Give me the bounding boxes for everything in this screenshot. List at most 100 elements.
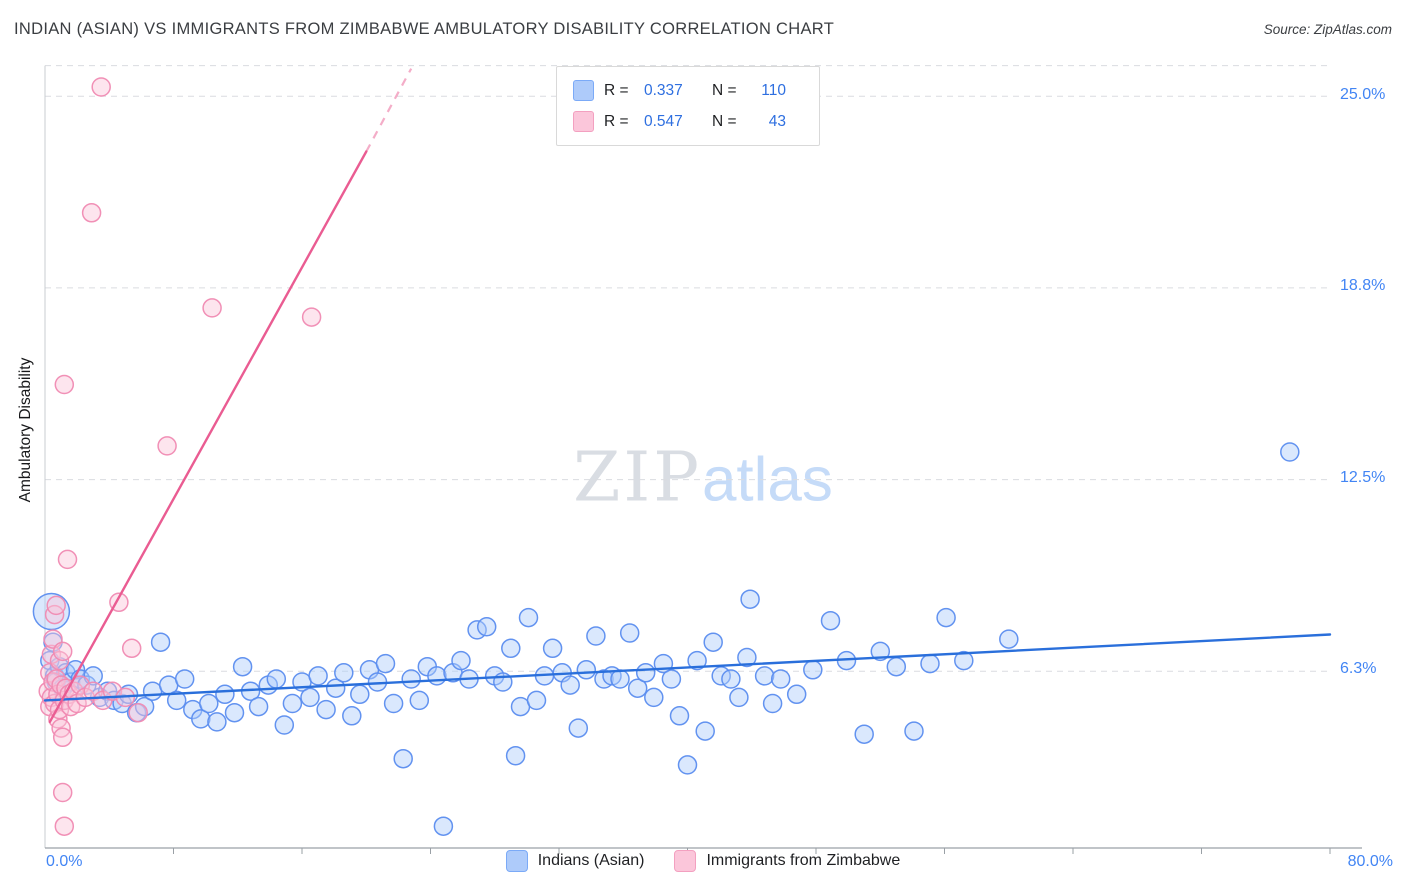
r-label: R = — [604, 112, 629, 130]
legend-item-label: Immigrants from Zimbabwe — [706, 852, 901, 869]
indians-asian-point — [215, 684, 235, 705]
r-value: 0.337 — [644, 81, 683, 99]
blue-series-swatch — [573, 80, 594, 101]
indians-asian-point — [661, 669, 682, 689]
legend-item-indians: Indians (Asian) — [505, 850, 645, 872]
indians-asian-point — [669, 706, 690, 726]
indians-asian-point — [803, 660, 823, 680]
indians-asian-point — [770, 669, 791, 689]
indians-asian-point — [248, 696, 269, 717]
indians-asian-point — [762, 693, 783, 714]
immigrants-zimbabwe-point — [54, 374, 75, 395]
immigrants-zimbabwe-point — [46, 595, 66, 616]
indians-asian-point — [610, 669, 630, 689]
y-tick-18-8: 18.8% — [1340, 277, 1386, 294]
indians-asian-point — [350, 684, 370, 705]
correlation-legend: R = 0.337 N = 110 R = 0.547 N = 43 — [556, 66, 820, 146]
y-tick-6-3: 6.3% — [1340, 660, 1377, 677]
indians-asian-point — [342, 706, 362, 726]
immigrants-zimbabwe-point — [91, 77, 111, 97]
indians-asian-point — [854, 724, 874, 744]
indians-asian-point — [375, 653, 396, 674]
indians-asian-point — [476, 617, 497, 637]
chart-title: INDIAN (ASIAN) VS IMMIGRANTS FROM ZIMBAB… — [14, 20, 835, 38]
indians-asian-point — [1280, 442, 1300, 462]
indians-asian-point — [954, 650, 974, 671]
immigrants-zimbabwe-point — [301, 307, 322, 327]
indians-asian-point — [677, 755, 698, 775]
indians-asian-point — [274, 715, 295, 735]
indians-asian-point — [282, 693, 303, 714]
immigrants-zimbabwe-trend-extension — [365, 68, 413, 153]
immigrants-zimbabwe-point — [121, 638, 142, 659]
indians-asian-point — [619, 623, 640, 643]
indians-asian-point — [786, 684, 807, 705]
indians-asian-point — [191, 709, 211, 729]
indians-asian-point — [936, 607, 956, 628]
indians-asian-point — [635, 663, 656, 683]
watermark-zip: ZIP — [573, 438, 702, 518]
indians-asian-point — [721, 669, 741, 689]
indians-asian-point — [409, 690, 430, 711]
pink-series-swatch — [674, 850, 697, 872]
indians-asian-point — [266, 669, 287, 689]
immigrants-zimbabwe-point — [128, 702, 148, 723]
immigrants-zimbabwe-point — [57, 549, 78, 570]
source-attribution: Source: ZipAtlas.com — [1263, 22, 1392, 37]
x-axis-min-label: 0.0% — [46, 853, 83, 870]
indians-asian-point — [568, 718, 589, 738]
indians-asian-point — [886, 656, 907, 677]
immigrants-zimbabwe-point — [157, 436, 177, 456]
indians-asian-point — [820, 610, 841, 631]
indians-asian-point — [501, 638, 521, 659]
indians-asian-point — [505, 745, 526, 766]
indians-asian-point — [754, 666, 775, 686]
legend-item-label: Indians (Asian) — [537, 852, 645, 869]
indians-asian-point — [334, 663, 354, 683]
indians-asian-point — [174, 669, 195, 689]
r-label: R = — [604, 81, 629, 99]
immigrants-zimbabwe-point — [202, 298, 222, 318]
indians-asian-point — [695, 721, 715, 741]
indians-asian-point — [142, 681, 163, 701]
indians-asian-point — [729, 687, 749, 708]
y-axis-label: Ambulatory Disability — [17, 357, 34, 503]
indians-asian-point — [224, 702, 245, 723]
immigrants-zimbabwe-point — [81, 203, 102, 223]
n-value: 43 — [768, 112, 786, 130]
n-value: 110 — [761, 81, 786, 99]
indians-asian-point — [737, 647, 757, 668]
indians-asian-point — [904, 721, 924, 741]
series-legend: Indians (Asian) Immigrants from Zimbabwe — [0, 850, 1406, 872]
indians-asian-point — [451, 650, 471, 671]
indians-asian-point — [393, 748, 413, 769]
indians-asian-point — [518, 607, 539, 628]
watermark: ZIPatlas — [573, 439, 833, 518]
indians-asian-point — [427, 666, 447, 686]
immigrants-zimbabwe-point — [52, 727, 73, 748]
indians-asian-point — [118, 684, 139, 705]
immigrants-zimbabwe-trend-line — [48, 150, 368, 724]
indians-asian-point — [740, 589, 760, 609]
indians-asian-point — [232, 656, 253, 677]
indians-asian-point — [150, 632, 171, 652]
immigrants-zimbabwe-point — [54, 816, 75, 836]
indians-asian-point — [687, 650, 707, 671]
indians-asian-point — [166, 690, 187, 711]
legend-item-zimbabwe: Immigrants from Zimbabwe — [674, 850, 900, 872]
x-axis-max-label: 80.0% — [1347, 853, 1393, 870]
indians-asian-point — [586, 626, 606, 646]
indians-asian-point — [627, 678, 648, 698]
legend-row-indians: R = 0.337 N = 110 — [557, 75, 819, 106]
y-tick-25: 25.0% — [1340, 86, 1386, 103]
indians-asian-point — [308, 666, 328, 686]
immigrants-zimbabwe-point — [52, 782, 73, 803]
indians-asian-point — [999, 629, 1019, 649]
indians-asian-point — [207, 712, 227, 732]
n-label: N = — [712, 112, 737, 130]
indians-asian-point — [644, 687, 664, 708]
pink-series-swatch — [573, 111, 594, 132]
indians-asian-point — [920, 653, 940, 674]
blue-series-swatch — [505, 850, 528, 872]
